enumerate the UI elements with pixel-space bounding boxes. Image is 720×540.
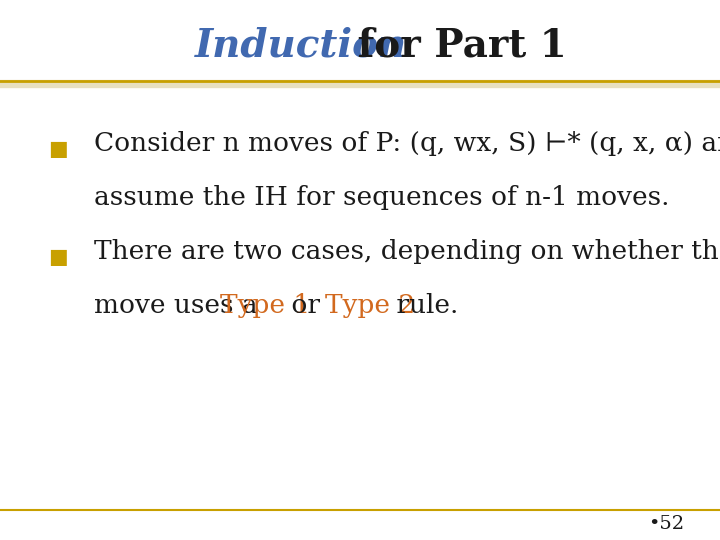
Text: move uses a: move uses a — [94, 293, 266, 318]
Text: rule.: rule. — [387, 293, 458, 318]
Text: assume the IH for sequences of n-1 moves.: assume the IH for sequences of n-1 moves… — [94, 185, 669, 210]
Text: or: or — [282, 293, 328, 318]
Text: ■: ■ — [48, 138, 68, 159]
Text: There are two cases, depending on whether the last: There are two cases, depending on whethe… — [94, 239, 720, 264]
Text: ■: ■ — [48, 246, 68, 267]
Text: Induction: Induction — [195, 27, 408, 65]
Text: Type 2: Type 2 — [325, 293, 415, 318]
Text: Consider n moves of P: (q, wx, S) ⊢* (q, x, α) and: Consider n moves of P: (q, wx, S) ⊢* (q,… — [94, 131, 720, 156]
Text: Type 1: Type 1 — [220, 293, 310, 318]
Text: for Part 1: for Part 1 — [343, 27, 566, 65]
Text: •52: •52 — [648, 515, 684, 533]
